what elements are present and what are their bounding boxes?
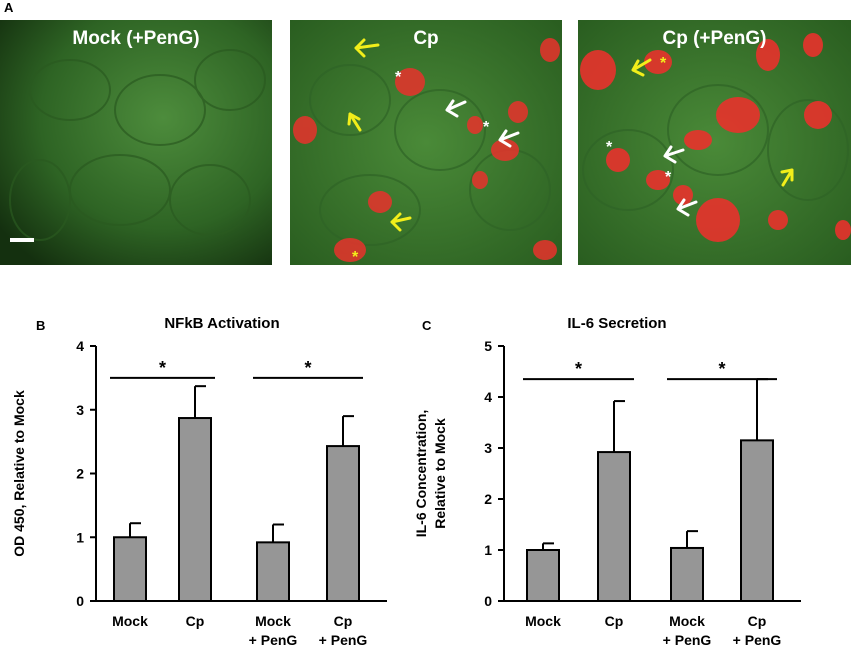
y-tick-label: 2 — [484, 491, 492, 507]
y-axis-label: IL-6 Concentration, — [413, 410, 429, 538]
micrograph-title: Cp — [413, 28, 439, 49]
micrograph-title: Cp (+PenG) — [662, 28, 767, 49]
y-tick-label: 3 — [76, 402, 84, 418]
y-tick-label: 1 — [76, 529, 84, 545]
bar — [113, 536, 147, 602]
y-tick-label: 4 — [484, 389, 492, 405]
significance-star: * — [304, 358, 311, 378]
svg-text:*: * — [483, 119, 490, 136]
y-axis-label: OD 450, Relative to Mock — [11, 390, 27, 557]
bar — [526, 549, 560, 602]
y-tick-label: 5 — [484, 338, 492, 354]
significance-star: * — [575, 359, 582, 379]
svg-text:*: * — [665, 169, 672, 186]
y-tick-label: 4 — [76, 338, 84, 354]
scale-bar — [10, 238, 34, 242]
x-tick-label: Mock — [525, 613, 561, 629]
svg-text:*: * — [352, 249, 359, 265]
x-tick-label: Cp — [186, 613, 205, 629]
chart-title: IL-6 Secretion — [567, 315, 666, 332]
x-tick-label: Mock — [255, 613, 291, 629]
y-tick-label: 1 — [484, 542, 492, 558]
bar — [597, 451, 631, 602]
y-tick-label: 2 — [76, 466, 84, 482]
x-tick-label: Mock — [112, 613, 148, 629]
x-tick-label: + PenG — [733, 632, 782, 648]
x-tick-label: Cp — [748, 613, 767, 629]
svg-text:*: * — [606, 139, 613, 156]
nfkb-activation-chart: NFkB Activation OD 450, Relative to Mock 0… — [11, 315, 387, 648]
panel-label-c: C — [422, 318, 432, 333]
micrograph-cp: * * * Cp — [290, 20, 562, 265]
panel-label-a: A — [4, 0, 14, 15]
chart-title: NFkB Activation — [164, 315, 279, 332]
micrograph-mock-peng: Mock (+PenG) — [0, 20, 272, 265]
svg-text:*: * — [395, 69, 402, 86]
il6-secretion-chart: IL-6 Secretion IL-6 Concentration, Relativ… — [413, 315, 801, 648]
y-tick-label: 3 — [484, 440, 492, 456]
bar — [326, 445, 360, 602]
bar — [178, 417, 212, 602]
x-tick-label: Cp — [605, 613, 624, 629]
bar — [256, 541, 290, 603]
panel-label-b: B — [36, 318, 46, 333]
x-tick-label: Cp — [334, 613, 353, 629]
x-tick-label: + PenG — [249, 632, 298, 648]
micrograph-title: Mock (+PenG) — [72, 28, 200, 49]
micrograph-cp-peng: * * * Cp (+PenG) — [578, 20, 851, 265]
y-tick-label: 0 — [484, 593, 492, 609]
x-tick-label: Mock — [669, 613, 705, 629]
bar — [740, 439, 774, 602]
x-tick-label: + PenG — [319, 632, 368, 648]
svg-text:*: * — [660, 55, 667, 72]
y-tick-label: 0 — [76, 593, 84, 609]
significance-star: * — [159, 358, 166, 378]
y-axis-label: Relative to Mock — [432, 418, 448, 529]
significance-star: * — [718, 359, 725, 379]
x-tick-label: + PenG — [663, 632, 712, 648]
bar — [670, 546, 704, 603]
